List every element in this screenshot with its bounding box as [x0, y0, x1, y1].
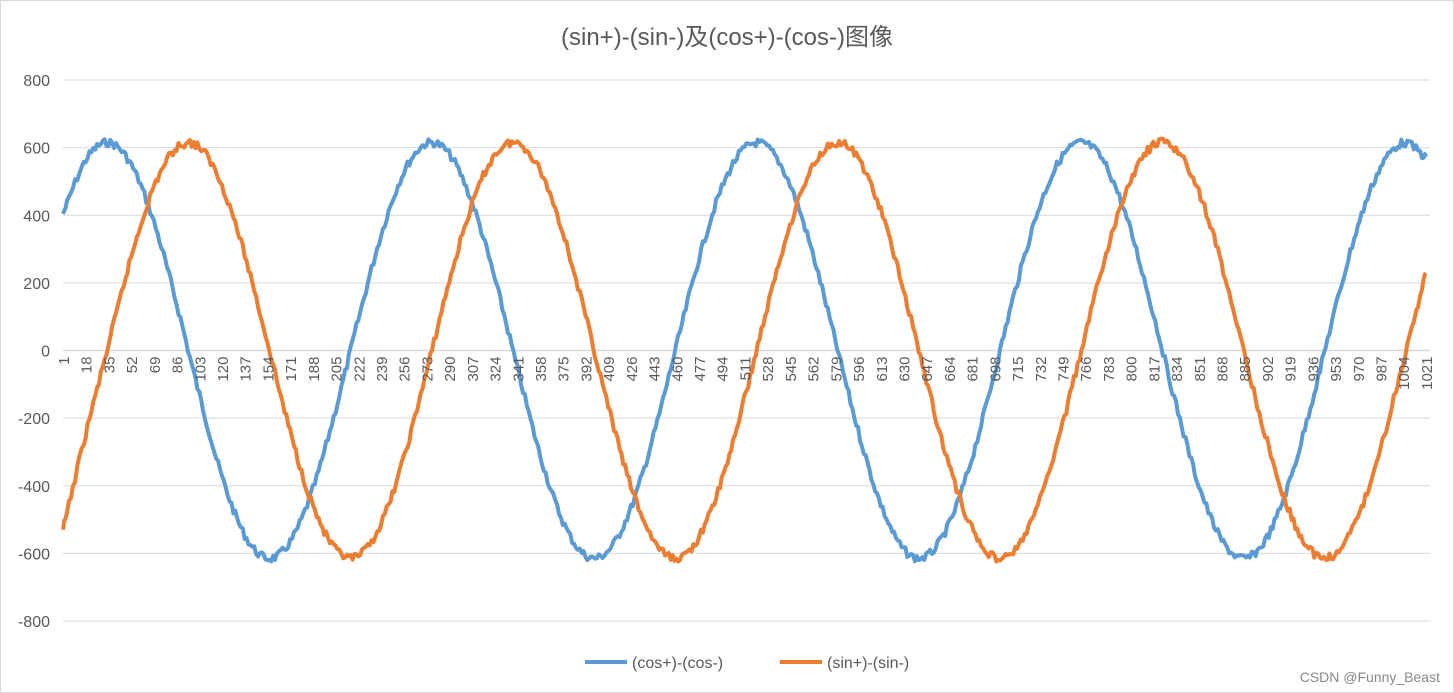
x-tick-label: 1	[56, 357, 73, 365]
x-tick-label: 885	[1237, 357, 1254, 382]
x-tick-label: 86	[170, 357, 187, 374]
x-tick-label: 341	[510, 357, 527, 382]
x-tick-label: 239	[374, 357, 391, 382]
y-tick-label: 200	[23, 276, 50, 293]
x-tick-label: 52	[124, 357, 141, 374]
x-tick-label: 256	[397, 357, 414, 382]
x-tick-label: 919	[1283, 357, 1300, 382]
x-tick-label: 613	[874, 357, 891, 382]
x-tick-label: 409	[601, 357, 618, 382]
x-tick-label: 681	[965, 357, 982, 382]
x-tick-label: 936	[1305, 357, 1322, 382]
x-tick-label: 732	[1033, 357, 1050, 382]
x-tick-label: 426	[624, 357, 641, 382]
x-tick-label: 749	[1055, 357, 1072, 382]
series-line-sin	[61, 136, 1428, 564]
x-tick-label: 154	[260, 357, 277, 382]
x-tick-label: 528	[760, 357, 777, 382]
x-tick-label: 953	[1328, 357, 1345, 382]
watermark: CSDN @Funny_Beast	[1299, 669, 1440, 685]
x-tick-label: 630	[896, 357, 913, 382]
x-tick-label: 69	[147, 357, 164, 374]
x-tick-label: 851	[1192, 357, 1209, 382]
x-tick-label: 103	[192, 357, 209, 382]
x-tick-label: 443	[647, 357, 664, 382]
y-tick-label: -600	[18, 546, 50, 563]
x-tick-label: 1004	[1396, 357, 1413, 390]
y-tick-label: 0	[41, 344, 50, 361]
x-tick-label: 902	[1260, 357, 1277, 382]
legend-label: (sin+)-(sin-)	[827, 655, 909, 672]
chart-title: (sin+)-(sin-)及(cos+)-(cos-)图像	[561, 24, 893, 51]
x-tick-label: 460	[669, 357, 686, 382]
x-tick-label: 290	[442, 357, 459, 382]
x-tick-label: 477	[692, 357, 709, 382]
x-tick-label: 664	[942, 357, 959, 382]
series-line-cos	[61, 137, 1428, 564]
x-tick-label: 1021	[1419, 357, 1436, 390]
x-tick-label: 358	[533, 357, 550, 382]
x-tick-label: 800	[1124, 357, 1141, 382]
x-tick-label: 766	[1078, 357, 1095, 382]
x-tick-label: 970	[1351, 357, 1368, 382]
x-tick-label: 817	[1146, 357, 1163, 382]
legend-label: (cos+)-(cos-)	[632, 655, 723, 672]
x-tick-label: 171	[283, 357, 300, 382]
x-tick-label: 596	[851, 357, 868, 382]
x-tick-label: 120	[215, 357, 232, 382]
x-tick-label: 273	[419, 357, 436, 382]
x-tick-label: 579	[828, 357, 845, 382]
x-tick-label: 545	[783, 357, 800, 382]
x-tick-label: 375	[556, 357, 573, 382]
x-tick-label: 18	[79, 357, 96, 374]
x-tick-label: 868	[1215, 357, 1232, 382]
x-tick-label: 715	[1010, 357, 1027, 382]
x-tick-label: 205	[329, 357, 346, 382]
x-tick-label: 834	[1169, 357, 1186, 382]
x-tick-label: 494	[715, 357, 732, 382]
x-tick-label: 307	[465, 357, 482, 382]
x-tick-label: 392	[578, 357, 595, 382]
x-tick-label: 137	[238, 357, 255, 382]
y-tick-label: 400	[23, 208, 50, 225]
y-tick-label: 600	[23, 141, 50, 158]
y-tick-label: -400	[18, 479, 50, 496]
y-tick-label: -800	[18, 614, 50, 631]
x-tick-label: 647	[919, 357, 936, 382]
x-tick-label: 188	[306, 357, 323, 382]
x-tick-label: 562	[806, 357, 823, 382]
x-tick-label: 698	[987, 357, 1004, 382]
y-tick-label: -200	[18, 411, 50, 428]
x-tick-label: 222	[351, 357, 368, 382]
x-tick-label: 324	[488, 357, 505, 382]
x-tick-label: 783	[1101, 357, 1118, 382]
x-tick-label: 35	[101, 357, 118, 374]
x-tick-label: 987	[1374, 357, 1391, 382]
x-tick-label: 511	[737, 357, 754, 381]
y-tick-label: 800	[23, 73, 50, 90]
